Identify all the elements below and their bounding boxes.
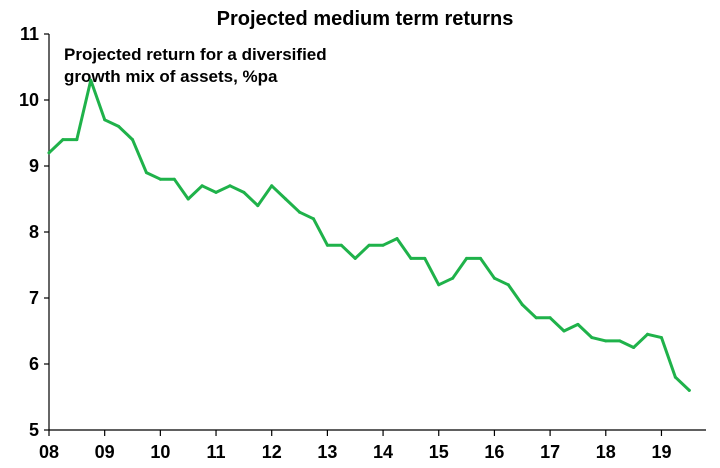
data-point bbox=[646, 332, 650, 336]
data-point bbox=[270, 184, 274, 188]
y-tick-label: 6 bbox=[29, 354, 39, 374]
data-point bbox=[186, 197, 190, 201]
x-tick-label: 11 bbox=[207, 442, 226, 462]
data-point bbox=[506, 283, 510, 287]
data-point bbox=[75, 138, 79, 142]
data-point bbox=[479, 256, 483, 260]
data-point bbox=[492, 276, 496, 280]
y-tick-label: 7 bbox=[29, 288, 39, 308]
data-point bbox=[548, 316, 552, 320]
data-point bbox=[659, 336, 663, 340]
data-point bbox=[103, 118, 107, 122]
x-tick-group: 08 09 10 11 12 13 14 15 16 17 18 19 bbox=[39, 430, 671, 462]
x-tick-label: 08 bbox=[39, 442, 59, 462]
data-point bbox=[465, 256, 469, 260]
y-tick-label: 10 bbox=[19, 90, 39, 110]
data-point bbox=[687, 388, 691, 392]
x-tick-label: 15 bbox=[429, 442, 449, 462]
x-tick-label: 17 bbox=[540, 442, 560, 462]
series-group bbox=[47, 78, 691, 392]
data-point bbox=[172, 177, 176, 181]
data-point bbox=[618, 339, 622, 343]
data-point bbox=[423, 256, 427, 260]
data-point bbox=[437, 283, 441, 287]
data-point bbox=[228, 184, 232, 188]
annotation-line-2: growth mix of assets, %pa bbox=[64, 67, 278, 86]
data-point bbox=[117, 124, 121, 128]
x-tick-label: 13 bbox=[317, 442, 337, 462]
series-line bbox=[47, 78, 691, 392]
data-point bbox=[256, 204, 260, 208]
x-tick-label: 18 bbox=[596, 442, 616, 462]
data-point bbox=[89, 78, 93, 82]
data-point bbox=[214, 190, 218, 194]
x-tick-label: 19 bbox=[651, 442, 671, 462]
data-point bbox=[131, 138, 135, 142]
data-point bbox=[562, 329, 566, 333]
data-point bbox=[284, 197, 288, 201]
chart-title: Projected medium term returns bbox=[217, 8, 514, 30]
data-point bbox=[61, 138, 65, 142]
x-tick-label: 14 bbox=[373, 442, 393, 462]
data-point bbox=[298, 210, 302, 214]
data-point bbox=[367, 243, 371, 247]
data-point bbox=[47, 151, 51, 155]
data-point bbox=[451, 276, 455, 280]
data-point bbox=[353, 256, 357, 260]
data-point bbox=[590, 336, 594, 340]
data-point bbox=[158, 177, 162, 181]
x-tick-label: 10 bbox=[150, 442, 170, 462]
data-point bbox=[381, 243, 385, 247]
data-point bbox=[200, 184, 204, 188]
x-tick-label: 09 bbox=[95, 442, 115, 462]
y-tick-group: 5 6 7 8 9 10 11 bbox=[19, 24, 49, 440]
data-point bbox=[311, 217, 315, 221]
data-point bbox=[632, 346, 636, 349]
y-tick-label: 9 bbox=[29, 156, 39, 176]
data-point bbox=[242, 190, 246, 194]
data-point bbox=[144, 171, 148, 175]
data-point bbox=[339, 243, 343, 247]
data-point bbox=[325, 243, 329, 247]
data-point bbox=[604, 339, 608, 343]
data-point bbox=[520, 303, 524, 307]
data-point bbox=[409, 256, 413, 260]
data-point bbox=[673, 375, 677, 379]
y-tick-label: 8 bbox=[29, 222, 39, 242]
data-point bbox=[395, 237, 399, 241]
annotation-line-1: Projected return for a diversified bbox=[64, 45, 327, 64]
data-point bbox=[576, 322, 580, 326]
x-tick-label: 16 bbox=[484, 442, 504, 462]
y-tick-label: 5 bbox=[29, 420, 39, 440]
y-tick-label: 11 bbox=[20, 24, 39, 44]
x-tick-label: 12 bbox=[262, 442, 282, 462]
data-point bbox=[534, 316, 538, 320]
